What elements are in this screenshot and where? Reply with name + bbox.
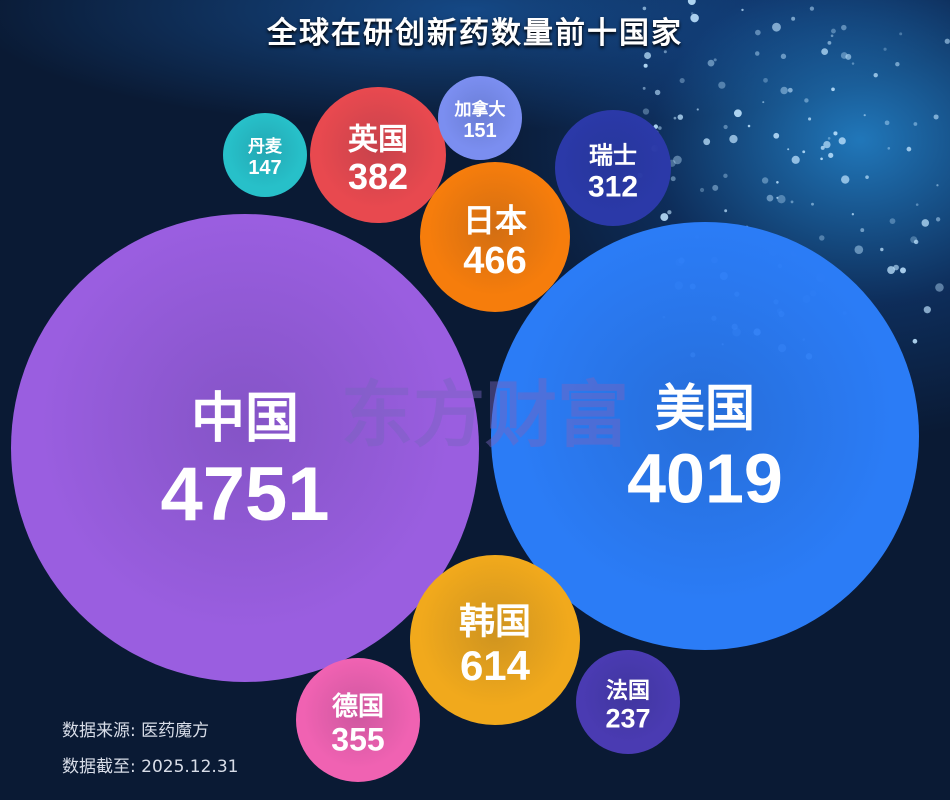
bubble-法国 [576, 650, 680, 754]
bubble-英国 [310, 87, 446, 223]
bubble-丹麦 [223, 113, 307, 197]
chart-title: 全球在研创新药数量前十国家 [267, 16, 683, 51]
bubble-label: 丹麦 [248, 136, 283, 157]
bubble-label: 瑞士 [589, 142, 637, 170]
data-source: 数据来源: 医药魔方 [62, 721, 210, 741]
bubble-德国 [296, 658, 420, 782]
data-cutoff: 数据截至: 2025.12.31 [62, 757, 239, 777]
bubble-label: 中国 [191, 387, 299, 450]
bubble-value: 151 [463, 120, 496, 142]
watermark: 东方财富 [341, 373, 629, 457]
bubble-日本 [420, 162, 570, 312]
bubble-label: 英国 [348, 123, 408, 158]
bubble-美国 [491, 222, 919, 650]
bubble-中国 [11, 214, 479, 682]
bubble-label: 德国 [332, 692, 384, 722]
bubble-label: 韩国 [459, 602, 531, 643]
bubble-label: 法国 [606, 679, 650, 704]
bubble-label: 美国 [655, 380, 755, 438]
bubble-value: 312 [588, 171, 638, 204]
bubble-value: 4751 [160, 452, 329, 537]
bubble-value: 355 [331, 721, 384, 757]
bubble-韩国 [410, 555, 580, 725]
bubble-value: 382 [348, 156, 408, 197]
bubble-label: 加拿大 [454, 99, 506, 120]
bubble-value: 147 [248, 157, 281, 179]
bubble-瑞士 [555, 110, 671, 226]
bubble-value: 237 [605, 704, 650, 734]
bubble-value: 4019 [627, 440, 783, 518]
bubble-value: 466 [463, 240, 526, 282]
bubble-加拿大 [438, 76, 522, 160]
bubble-label: 日本 [463, 201, 527, 239]
bubble-value: 614 [460, 642, 531, 689]
